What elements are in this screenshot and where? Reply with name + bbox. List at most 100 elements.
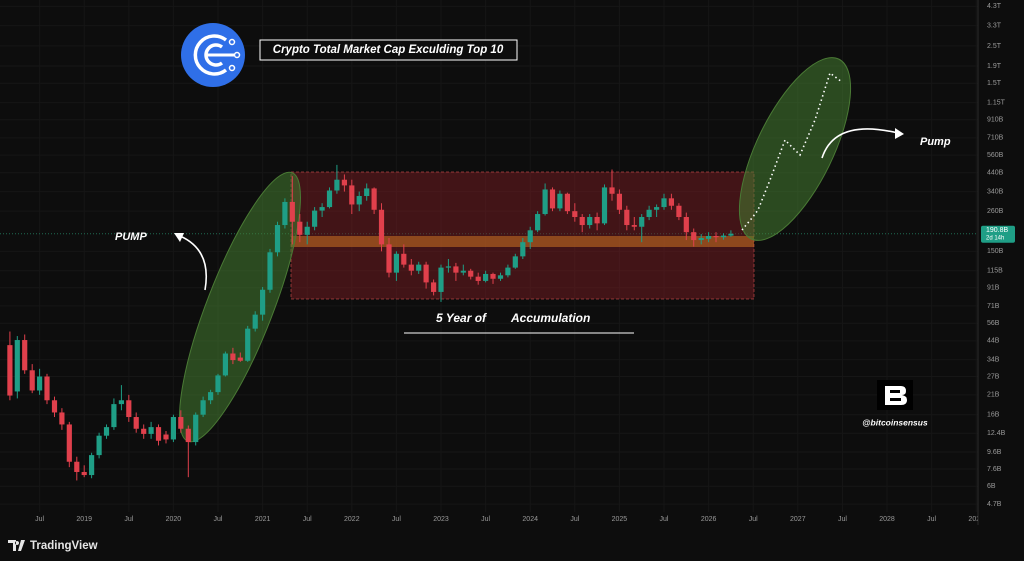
- x-tick-label: 2022: [344, 516, 360, 523]
- candle-body: [393, 253, 400, 273]
- candle-body: [505, 267, 511, 276]
- candle-body: [312, 210, 318, 227]
- x-tick-label: Jul: [481, 516, 490, 523]
- candle-body: [572, 211, 578, 218]
- candle-body: [542, 189, 548, 215]
- candle-body: [334, 179, 340, 191]
- candle-body: [691, 232, 697, 241]
- candle-body: [326, 190, 333, 208]
- x-tick-label: Jul: [660, 516, 669, 523]
- candle-body: [713, 236, 719, 238]
- candle-body: [698, 238, 704, 241]
- y-tick-label: 150B: [987, 248, 1004, 255]
- annotation: PUMP: [115, 231, 147, 243]
- candle-body: [267, 252, 273, 290]
- candle-body: [386, 244, 392, 273]
- candle-body: [646, 209, 652, 218]
- x-axis: Jul 2019 Jul 2020 Jul 2021 Jul 2022 Jul 2023 Jul 20…: [35, 516, 984, 523]
- x-tick-label: Jul: [124, 516, 133, 523]
- candle-body: [96, 435, 102, 456]
- candle-body: [51, 400, 58, 413]
- arrow: [179, 235, 207, 291]
- candle-body: [445, 266, 452, 268]
- candle-body: [683, 217, 689, 233]
- candle-body: [616, 193, 623, 210]
- x-tick-label: Jul: [570, 516, 579, 523]
- candle-body: [193, 414, 199, 443]
- candle-body: [453, 266, 459, 273]
- x-tick-label: Jul: [927, 516, 936, 523]
- candle-body: [371, 188, 377, 210]
- y-tick-label: 1.9T: [987, 63, 1002, 70]
- candle-body: [274, 225, 281, 253]
- y-tick-label: 16B: [987, 412, 1000, 419]
- y-tick-label: 6B: [987, 483, 996, 490]
- candle-body: [594, 217, 600, 224]
- candle-body: [527, 230, 533, 243]
- candle-body: [297, 221, 303, 235]
- x-tick-label: Jul: [838, 516, 847, 523]
- candle-body: [535, 214, 541, 231]
- price-axis: [978, 0, 1024, 525]
- candle-body: [103, 427, 110, 436]
- candle-body: [59, 412, 65, 425]
- candle-body: [654, 207, 660, 210]
- candle-body: [631, 225, 637, 227]
- candle-body: [208, 392, 214, 401]
- candle-body: [401, 253, 407, 265]
- candle-body: [364, 188, 370, 197]
- candle-body: [133, 417, 139, 429]
- watermark-logo: [877, 380, 913, 410]
- candle-body: [438, 267, 444, 292]
- x-tick-label: 2024: [522, 516, 538, 523]
- candle-body: [155, 427, 162, 441]
- candle-body: [282, 201, 288, 226]
- candle-body: [215, 375, 221, 393]
- candle-body: [720, 235, 727, 238]
- arrow: [821, 128, 899, 159]
- candle-body: [341, 179, 347, 186]
- candle-body: [89, 455, 95, 476]
- candle-body: [230, 353, 236, 361]
- candle-body: [111, 404, 117, 428]
- candle-body: [126, 400, 132, 418]
- branding: TradingView: [30, 540, 98, 552]
- candle-body: [431, 282, 437, 292]
- candle-body: [170, 417, 176, 440]
- annotation: Accumulation: [510, 311, 590, 325]
- y-tick-label: 910B: [987, 117, 1004, 124]
- y-tick-label: 44B: [987, 338, 1000, 345]
- candle-body: [661, 198, 667, 208]
- x-tick-label: Jul: [214, 516, 223, 523]
- candles: [7, 164, 734, 481]
- y-tick-label: 1.5T: [987, 80, 1002, 87]
- candle-body: [728, 233, 734, 236]
- y-tick-label: 710B: [987, 135, 1004, 142]
- candle-body: [587, 217, 593, 226]
- y-tick-label: 440B: [987, 170, 1004, 177]
- y-tick-label: 115B: [987, 268, 1003, 275]
- candle-body: [601, 187, 608, 224]
- candle-body: [624, 209, 630, 226]
- candle-body: [237, 357, 243, 361]
- candle-body: [356, 196, 362, 205]
- x-tick-label: 2020: [166, 516, 182, 523]
- y-tick-label: 27B: [987, 373, 1000, 380]
- candle-body: [668, 198, 675, 206]
- y-tick-label: 1.15T: [987, 99, 1006, 106]
- candle-body: [178, 417, 184, 429]
- candle-body: [557, 193, 563, 209]
- candle-body: [260, 289, 266, 315]
- candle-body: [185, 428, 191, 443]
- candle-body: [378, 209, 385, 245]
- y-tick-label: 34B: [987, 357, 1000, 364]
- candle-body: [148, 427, 154, 434]
- candle-body: [460, 270, 466, 273]
- title-box: [259, 39, 518, 61]
- candle-body: [22, 340, 28, 371]
- candle-body: [676, 205, 682, 218]
- x-tick-label: 2019: [76, 516, 92, 523]
- y-tick-label: 4.3T: [987, 3, 1002, 10]
- annotation: 5 Year of: [436, 311, 487, 325]
- x-tick-label: 2021: [255, 516, 271, 523]
